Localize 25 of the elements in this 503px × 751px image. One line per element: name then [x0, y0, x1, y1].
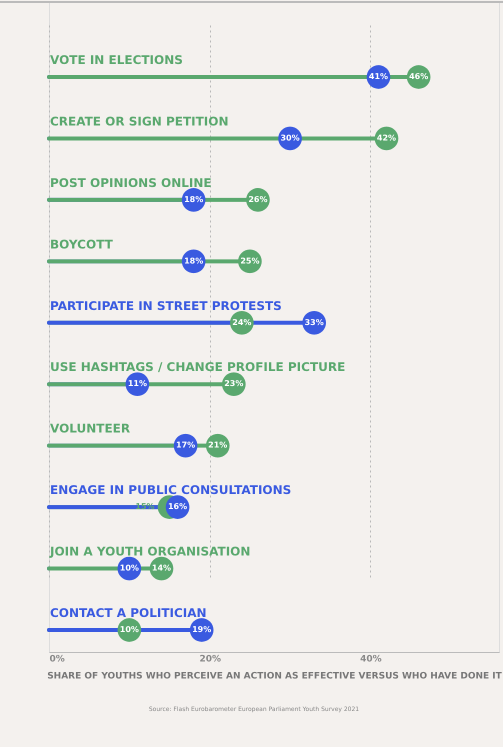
data-label: 25%: [240, 256, 260, 266]
x-axis-title: SHARE OF YOUTHS WHO PERCEIVE AN ACTION AS EFFECTIVE VERSUS WHO HAVE DONE IT: [47, 672, 503, 682]
data-label: 46%: [409, 72, 428, 81]
x-tick-label: 40%: [360, 654, 382, 664]
data-label: 21%: [208, 440, 228, 450]
x-tick-label: 20%: [199, 654, 221, 664]
data-label: 19%: [192, 625, 212, 634]
x-tick-label: 0%: [50, 654, 65, 664]
data-label: 23%: [224, 379, 244, 388]
data-label: 26%: [248, 194, 268, 204]
y-tick-label: VOTE IN ELECTIONS: [50, 53, 183, 67]
data-label: 14%: [152, 564, 172, 573]
y-tick-label: JOIN A YOUTH ORGANISATION: [49, 544, 250, 559]
y-tick-label: BOYCOTT: [50, 237, 114, 252]
y-tick-label: CONTACT A POLITICIAN: [50, 606, 207, 620]
y-tick-label: PARTICIPATE IN STREET PROTESTS: [50, 298, 282, 313]
y-tick-label: POST OPINIONS ONLINE: [50, 176, 212, 190]
data-label: 16%: [168, 502, 188, 512]
data-label: 42%: [376, 133, 396, 142]
data-label: 33%: [304, 318, 324, 327]
y-tick-label: USE HASHTAGS / CHANGE PROFILE PICTURE: [50, 360, 346, 374]
y-tick-label: ENGAGE IN PUBLIC CONSULTATIONS: [50, 483, 292, 498]
y-tick-label: VOLUNTEER: [50, 422, 130, 436]
y-tick-label: CREATE OR SIGN PETITION: [50, 114, 228, 128]
data-label: 15%: [135, 502, 155, 512]
